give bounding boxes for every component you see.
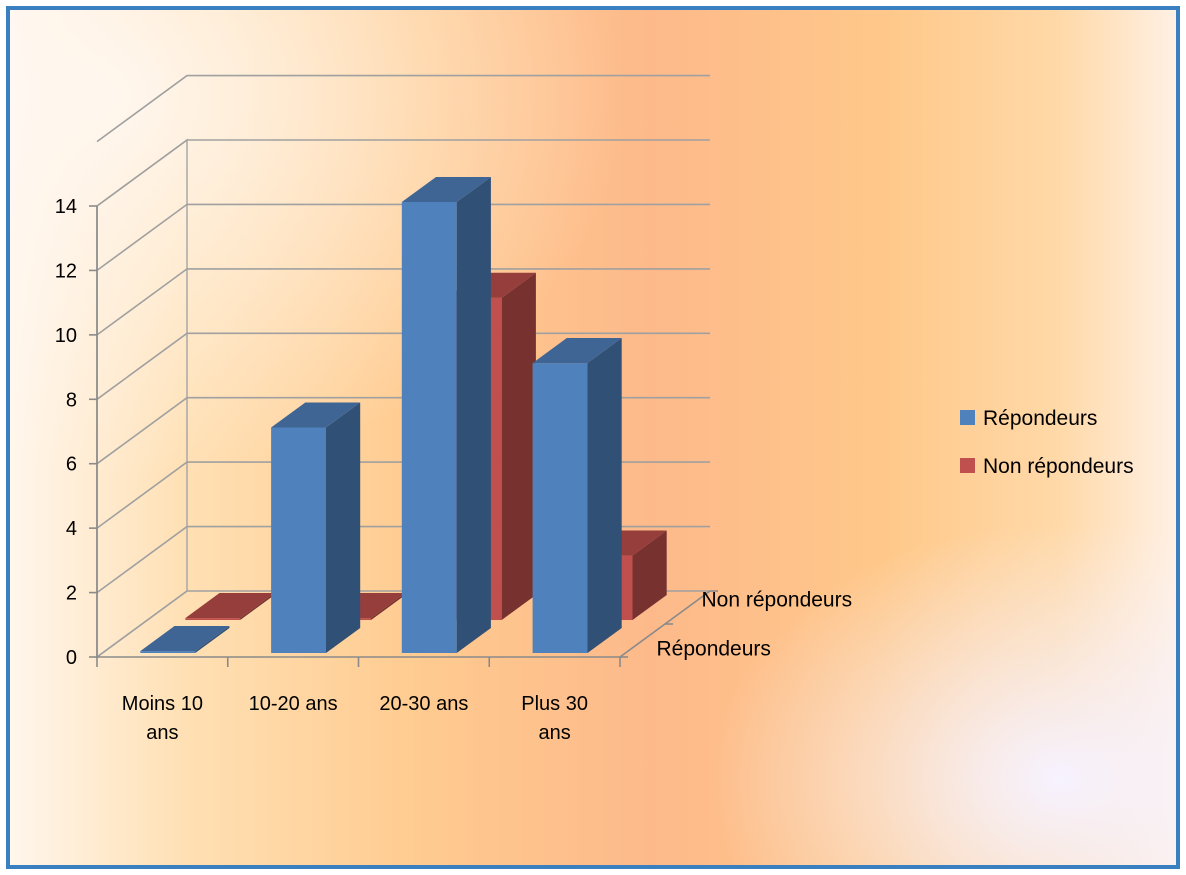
- bar-front: [185, 618, 241, 620]
- y-tick-label: 4: [66, 518, 77, 540]
- bar-front: [401, 202, 457, 653]
- bar-side: [371, 593, 406, 620]
- gridline-8: [96, 74, 710, 143]
- legend-label: Non répondeurs: [983, 455, 1134, 478]
- y-tick-label: 0: [66, 647, 77, 669]
- legend-swatch: [960, 458, 975, 473]
- y-tick-label: 12: [55, 260, 77, 282]
- bar: [401, 177, 491, 653]
- bar-front: [140, 651, 196, 653]
- bar-side: [240, 593, 275, 620]
- x-tick-label: 10-20 ans: [249, 693, 338, 715]
- bar-side: [587, 338, 622, 653]
- gridline-5: [96, 268, 710, 336]
- y-tick-label: 8: [66, 389, 77, 411]
- x-tick-label: 20-30 ans: [379, 693, 468, 715]
- bar-top: [401, 177, 491, 202]
- bar: [185, 593, 275, 620]
- depth-label: Non répondeurs: [702, 589, 853, 612]
- y-tick-label: 10: [55, 325, 77, 347]
- bar-side: [632, 530, 667, 620]
- y-tick-label: 6: [66, 454, 77, 476]
- bar-top: [140, 626, 230, 652]
- y-tick-label: 2: [66, 583, 77, 605]
- x-tick-label: Plus 30 ans: [521, 693, 588, 744]
- y-tick-label: 14: [55, 196, 77, 218]
- legend-label: Répondeurs: [983, 407, 1097, 430]
- bar: [140, 626, 230, 653]
- bar-side: [456, 177, 491, 653]
- bar-top: [271, 402, 361, 428]
- bar-side: [195, 626, 230, 653]
- x-tick-label: Moins 10 ans: [122, 693, 203, 744]
- bar-side: [326, 402, 361, 653]
- legend-swatch: [960, 410, 975, 425]
- gridline-7: [96, 139, 710, 207]
- bar-front: [271, 427, 326, 653]
- bar-side: [501, 272, 536, 620]
- gridline-6: [96, 203, 710, 272]
- bar: [532, 338, 622, 653]
- depth-label: Répondeurs: [657, 638, 771, 661]
- bar-top: [185, 593, 275, 619]
- bar-front: [532, 363, 588, 653]
- bar-top: [532, 338, 622, 364]
- bar: [271, 402, 361, 653]
